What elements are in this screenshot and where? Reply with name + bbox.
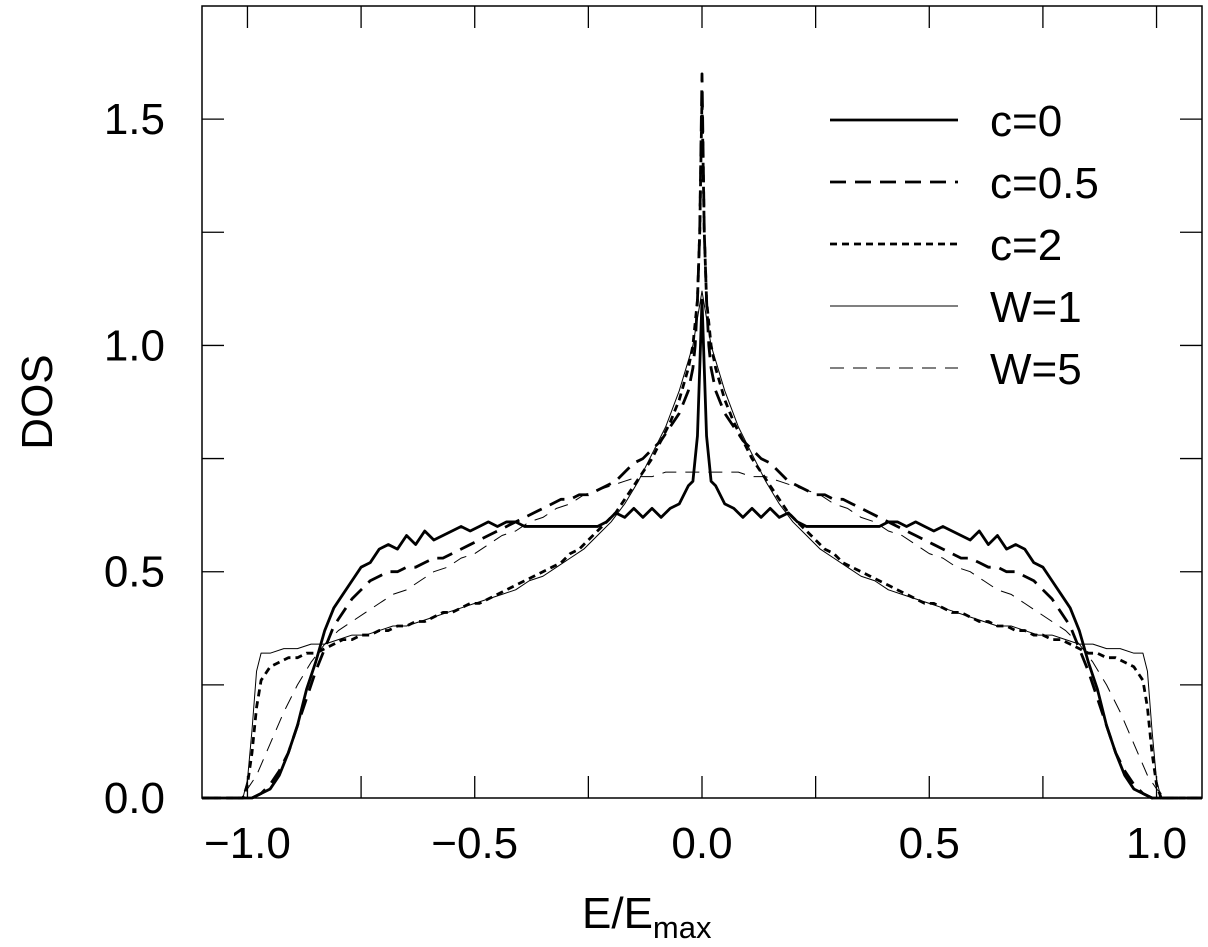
x-tick-label: 0.5	[899, 819, 960, 868]
x-axis-label: E/Emax	[582, 889, 712, 945]
legend-label: W=1	[990, 283, 1082, 332]
x-tick-label: 0.0	[671, 819, 732, 868]
x-axis-label-subscript: max	[653, 910, 712, 945]
y-axis-label: DOS	[13, 354, 62, 449]
legend-label: W=5	[990, 345, 1082, 394]
y-tick-label: 1.5	[104, 95, 165, 144]
y-tick-label: 1.0	[104, 321, 165, 370]
axis-tick-labels: −1.0 −0.5 0.0 0.5 1.0 0.0 0.5 1.0 1.5	[104, 95, 1187, 868]
legend-label: c=0.5	[990, 159, 1099, 208]
axis-ticks	[202, 6, 1202, 799]
series-line-c-2	[202, 95, 1202, 800]
legend-label: c=2	[990, 221, 1062, 270]
series-lines	[202, 72, 1202, 800]
series-line-c-0	[202, 298, 1202, 800]
y-tick-label: 0.0	[104, 774, 165, 823]
x-tick-label: −1.0	[204, 819, 291, 868]
x-tick-label: 1.0	[1126, 819, 1187, 868]
series-line-c-0-5	[202, 72, 1202, 800]
x-tick-label: −0.5	[431, 819, 518, 868]
series-line-w-1	[202, 290, 1202, 799]
legend: c=0 c=0.5 c=2 W=1 W=5	[830, 97, 1099, 394]
x-axis-label-main: E/E	[582, 889, 653, 938]
legend-label: c=0	[990, 97, 1062, 146]
y-tick-label: 0.5	[104, 548, 165, 597]
